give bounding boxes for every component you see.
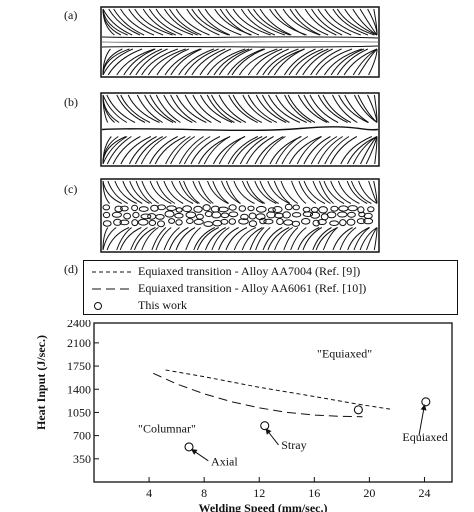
chart-legend: Equiaxed transition - Alloy AA7004 (Ref.…	[83, 260, 458, 315]
x-axis-label: Welding Speed (mm/sec.)	[199, 501, 328, 512]
data-point-this-work-1	[260, 421, 270, 431]
annotation-arrow-0	[190, 448, 209, 462]
y-tick-label-2: 1050	[67, 405, 91, 419]
annotation-equiaxed-region: "Equiaxed"	[317, 346, 372, 360]
panel-label-d: (d)	[64, 262, 78, 276]
y-tick-label-3: 1400	[67, 382, 91, 396]
legend-item-this-work: This work	[92, 298, 187, 313]
y-tick-label-1: 700	[73, 429, 91, 443]
x-tick-label-1: 8	[201, 486, 207, 500]
plot-frame	[93, 322, 453, 483]
legend-label-aa7004: Equiaxed transition - Alloy AA7004 (Ref.…	[138, 264, 361, 278]
long-dash-line-swatch	[92, 288, 132, 289]
grain-strokes	[102, 180, 378, 251]
series-line-long-dash	[152, 372, 363, 418]
legend-label-aa6061: Equiaxed transition - Alloy AA6061 (Ref.…	[138, 281, 367, 295]
x-tick-label-0: 4	[146, 486, 152, 500]
legend-item-aa7004: Equiaxed transition - Alloy AA7004 (Ref.…	[92, 264, 360, 279]
annotation-arrow-2	[418, 404, 427, 436]
annotation-stray: Stray	[281, 438, 306, 452]
y-tick-label-4: 1750	[67, 359, 91, 373]
series-line-short-dash	[165, 369, 391, 410]
x-tick-label-3: 16	[308, 486, 320, 500]
panel-label-a: (a)	[64, 8, 78, 22]
data-point-this-work-2	[353, 405, 363, 415]
annotation-columnar-region: "Columnar"	[138, 421, 196, 435]
annotation-equiaxed-point: Equiaxed	[402, 430, 447, 444]
data-point-this-work-3	[421, 397, 431, 407]
legend-label-this-work: This work	[138, 298, 187, 312]
x-tick-label-5: 24	[418, 486, 430, 500]
microstructure-sketch-c	[100, 178, 380, 253]
short-dash-line-swatch	[92, 271, 132, 272]
annotation-arrow-1	[265, 428, 279, 446]
panel-label-b: (b)	[64, 95, 78, 109]
annotation-axial: Axial	[211, 454, 238, 468]
grain-strokes	[101, 94, 379, 165]
heat-input-vs-welding-speed-chart: 4 8 12 16 20 24 350 700 1050 1400 1750 2100 2400 Weld…	[34, 320, 453, 512]
y-axis-label: Heat Input (J/sec.)	[34, 335, 48, 430]
microstructure-sketch-a	[100, 6, 380, 78]
open-circle-marker-swatch	[94, 301, 102, 310]
data-point-this-work-0	[184, 442, 194, 452]
x-tick-label-2: 12	[253, 486, 265, 500]
y-tick-label-0: 350	[73, 452, 91, 466]
legend-item-aa6061: Equiaxed transition - Alloy AA6061 (Ref.…	[92, 281, 366, 296]
y-tick-label-6: 2400	[67, 320, 91, 330]
grain-strokes	[101, 8, 379, 76]
microstructure-sketch-b	[100, 92, 380, 167]
panel-label-c: (c)	[64, 182, 78, 196]
y-tick-label-5: 2100	[67, 336, 91, 350]
x-tick-label-4: 20	[363, 486, 375, 500]
